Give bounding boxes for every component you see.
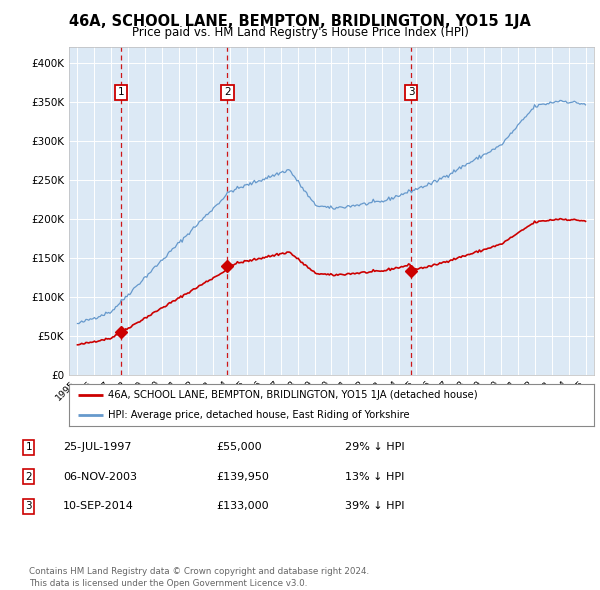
Text: 25-JUL-1997: 25-JUL-1997 [63,442,131,452]
Text: 13% ↓ HPI: 13% ↓ HPI [345,472,404,481]
Text: 2: 2 [224,87,230,97]
Text: 46A, SCHOOL LANE, BEMPTON, BRIDLINGTON, YO15 1JA (detached house): 46A, SCHOOL LANE, BEMPTON, BRIDLINGTON, … [109,390,478,400]
Text: 1: 1 [25,442,32,452]
Text: 3: 3 [25,502,32,511]
Text: £55,000: £55,000 [216,442,262,452]
Text: 10-SEP-2014: 10-SEP-2014 [63,502,134,511]
Text: 46A, SCHOOL LANE, BEMPTON, BRIDLINGTON, YO15 1JA: 46A, SCHOOL LANE, BEMPTON, BRIDLINGTON, … [69,14,531,28]
Text: 29% ↓ HPI: 29% ↓ HPI [345,442,404,452]
Text: 06-NOV-2003: 06-NOV-2003 [63,472,137,481]
Text: 1: 1 [118,87,124,97]
Text: 39% ↓ HPI: 39% ↓ HPI [345,502,404,511]
Text: Contains HM Land Registry data © Crown copyright and database right 2024.
This d: Contains HM Land Registry data © Crown c… [29,568,369,588]
Text: Price paid vs. HM Land Registry's House Price Index (HPI): Price paid vs. HM Land Registry's House … [131,26,469,39]
Text: £133,000: £133,000 [216,502,269,511]
Text: HPI: Average price, detached house, East Riding of Yorkshire: HPI: Average price, detached house, East… [109,411,410,420]
Text: £139,950: £139,950 [216,472,269,481]
Text: 2: 2 [25,472,32,481]
Text: 3: 3 [408,87,415,97]
